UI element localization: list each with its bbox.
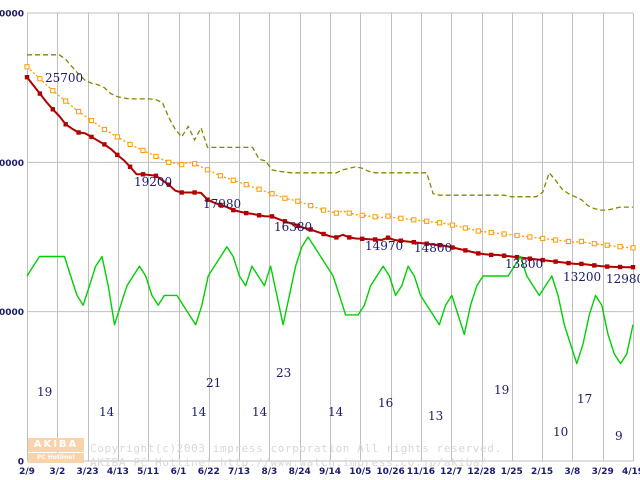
count-data-labels: 19 14 21 14 14 23 14 16 13 19 10 17 9 [37,366,623,443]
price-data-label: 17980 [203,197,241,211]
price-data-label: 25700 [45,71,83,85]
lowest-price-line [24,75,636,270]
y-axis-tick-labels: 0 10000 20000 30000 [0,10,24,468]
price-data-label: 14970 [365,239,403,253]
price-data-label: 13800 [505,257,543,271]
x-tick-label: 8/24 [289,467,311,477]
x-tick-label: 4/13 [107,467,129,477]
highest-price-line [27,54,633,211]
x-tick-label: 3/8 [564,467,580,477]
count-data-label: 14 [191,405,207,419]
svg-text:AKIBA PC Hotline! http://www.: AKIBA PC Hotline! http://www.watch.impre… [90,456,487,469]
count-data-label: 10 [553,425,568,439]
x-tick-label: 2/15 [531,467,553,477]
price-data-label: 13200 [563,270,601,284]
x-tick-label: 10/26 [376,467,404,477]
y-tick-label: 0 [18,458,24,468]
count-data-label: 16 [378,396,393,410]
x-tick-label: 5/11 [137,467,159,477]
x-axis-tick-labels: 2/9 3/2 3/23 4/13 5/11 6/1 6/22 7/13 8/3 8/24 9/14… [19,467,640,477]
x-tick-label: 12/7 [440,467,462,477]
x-tick-label: 4/19 [622,467,640,477]
watermark-text: Copyright(c)2003 impress corporation All… [90,442,502,469]
y-tick-label: 20000 [0,159,24,169]
x-tick-label: 8/3 [261,467,277,477]
x-tick-label: 2/9 [19,467,35,477]
count-data-label: 19 [37,385,52,399]
count-data-label: 9 [615,429,623,443]
svg-text:Copyright(c)2003 impress corpo: Copyright(c)2003 impress corporation All… [90,442,502,455]
count-data-label: 14 [99,405,115,419]
x-tick-label: 7/13 [228,467,250,477]
count-data-label: 19 [494,383,509,397]
x-tick-label: 11/16 [407,467,435,477]
count-data-label: 14 [328,405,344,419]
count-data-label: 13 [428,409,443,423]
average-price-line [24,64,636,251]
y-tick-label: 10000 [0,308,24,318]
price-data-labels: 25700 19200 17980 16380 14970 14800 13800 13200… [45,71,640,286]
x-tick-label: 3/23 [77,467,99,477]
x-tick-label: 1/25 [501,467,523,477]
x-tick-label: 12/28 [467,467,495,477]
x-tick-label: 10/5 [349,467,371,477]
count-data-label: 17 [577,392,592,406]
price-data-label: 14800 [414,241,452,255]
y-tick-label: 30000 [0,10,24,20]
x-tick-label: 6/1 [171,467,187,477]
x-tick-label: 3/29 [592,467,614,477]
x-tick-label: 6/22 [198,467,220,477]
count-data-label: 23 [276,366,291,380]
count-data-label: 21 [206,376,221,390]
price-data-label: 12980 [606,272,640,286]
shop-count-line [26,236,634,365]
price-data-label: 16380 [274,220,312,234]
x-tick-label: 3/2 [49,467,65,477]
count-data-label: 14 [252,405,268,419]
price-data-label: 19200 [134,175,172,189]
x-tick-label: 9/14 [319,467,341,477]
